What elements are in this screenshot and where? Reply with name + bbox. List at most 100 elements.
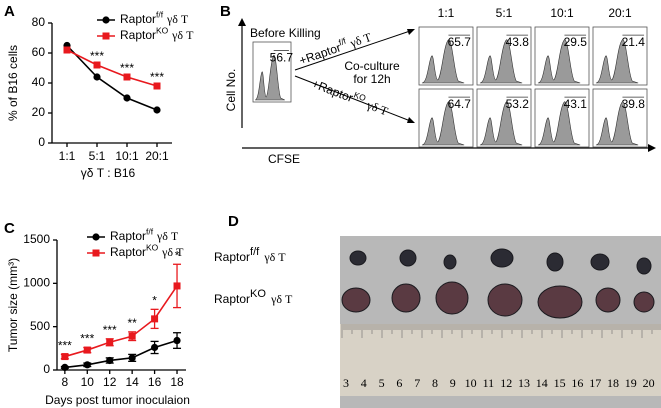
arrow-head bbox=[407, 29, 415, 35]
ruler-number: 7 bbox=[414, 376, 420, 390]
marker bbox=[173, 282, 181, 290]
gate-value: 53.2 bbox=[506, 97, 530, 111]
histogram: 56.7 bbox=[252, 41, 293, 103]
gate-value: 65.7 bbox=[448, 35, 472, 49]
marker bbox=[93, 73, 101, 81]
legend-label-sup: f/f bbox=[146, 227, 154, 237]
legend-label: Raptorf/f γδ T bbox=[110, 227, 179, 243]
histogram-shape bbox=[537, 39, 581, 84]
legend-label-sup: KO bbox=[156, 26, 169, 36]
legend-label-suffix: γδ T bbox=[171, 28, 194, 42]
series-line bbox=[64, 339, 178, 369]
legend-label-main: Raptor bbox=[120, 28, 156, 42]
significance: ** bbox=[127, 316, 137, 330]
ruler-number: 15 bbox=[554, 376, 566, 390]
marker bbox=[128, 354, 136, 362]
tumor bbox=[537, 285, 583, 319]
series-line bbox=[64, 285, 178, 358]
tumor bbox=[443, 254, 457, 270]
group-label-sup: f/f bbox=[250, 246, 260, 258]
ruler-number: 19 bbox=[625, 376, 637, 390]
panel-label: C bbox=[4, 220, 15, 237]
y-tick-label: 500 bbox=[30, 319, 50, 333]
histogram-shape bbox=[479, 39, 523, 84]
gate-value: 29.5 bbox=[564, 35, 588, 49]
histogram-shape bbox=[595, 39, 639, 84]
ruler-number: 5 bbox=[379, 376, 385, 390]
marker bbox=[61, 353, 69, 361]
x-tick-label: 12 bbox=[103, 375, 117, 389]
x-axis-label: CFSE bbox=[268, 152, 300, 166]
ruler-number: 8 bbox=[432, 376, 438, 390]
tumor bbox=[341, 287, 371, 313]
legend-label: RaptorKO γδ T bbox=[110, 243, 184, 259]
histogram: 21.4 bbox=[592, 26, 648, 86]
histogram: 64.7 bbox=[418, 88, 474, 148]
y-tick-label: 1500 bbox=[23, 232, 50, 246]
marker bbox=[61, 363, 69, 371]
y-tick-label: 0 bbox=[38, 135, 45, 149]
y-tick-label: 60 bbox=[32, 45, 46, 59]
ruler-number: 18 bbox=[607, 376, 619, 390]
x-tick-label: 5:1 bbox=[89, 149, 106, 163]
marker bbox=[153, 106, 161, 114]
histogram-shape bbox=[254, 54, 285, 101]
histogram-shape bbox=[595, 101, 639, 146]
group-label-main: Raptor bbox=[214, 292, 250, 306]
legend-marker bbox=[92, 233, 100, 241]
ruler-number: 12 bbox=[500, 376, 512, 390]
histogram-shape bbox=[421, 101, 465, 146]
y-axis-label: Cell No. bbox=[224, 69, 238, 112]
significance: *** bbox=[90, 49, 104, 63]
histogram-shape bbox=[421, 39, 465, 84]
x-axis-label: γδ T : B16 bbox=[81, 166, 136, 180]
group-label-main: Raptor bbox=[214, 250, 250, 264]
ruler-number: 3 bbox=[343, 376, 349, 390]
marker bbox=[83, 361, 91, 369]
tumor bbox=[636, 257, 652, 275]
series-line bbox=[66, 44, 158, 111]
arm-label-main: +Raptor bbox=[310, 77, 355, 105]
group-label-suffix: γδ T bbox=[263, 250, 286, 264]
legend-label-main: Raptor bbox=[120, 12, 156, 26]
gate-value: 43.8 bbox=[506, 35, 530, 49]
x-tick-label: 1:1 bbox=[59, 149, 76, 163]
tumor bbox=[595, 287, 621, 313]
histogram-shape bbox=[479, 101, 523, 146]
histogram: 29.5 bbox=[534, 26, 590, 86]
ruler-number: 13 bbox=[518, 376, 530, 390]
group-label: Raptorf/f γδ T bbox=[214, 246, 286, 264]
legend-label-main: Raptor bbox=[110, 229, 146, 243]
x-axis-label: Days post tumor inoculaion bbox=[45, 393, 190, 407]
significance: * bbox=[175, 248, 180, 262]
marker bbox=[173, 336, 181, 345]
ruler-number: 11 bbox=[483, 376, 495, 390]
marker bbox=[106, 356, 114, 365]
significance: *** bbox=[103, 323, 117, 337]
x-tick-label: 8 bbox=[62, 375, 69, 389]
y-tick-label: 40 bbox=[32, 75, 46, 89]
ruler-number: 14 bbox=[536, 376, 548, 390]
histogram: 39.8 bbox=[592, 88, 648, 148]
gate-value: 21.4 bbox=[622, 35, 646, 49]
marker bbox=[63, 46, 71, 54]
legend-label-suffix: γδ T bbox=[156, 229, 179, 243]
arrow-head bbox=[648, 144, 656, 152]
x-tick-label: 18 bbox=[170, 375, 184, 389]
arrow-head bbox=[407, 117, 415, 123]
before-title: Before Killing bbox=[250, 26, 321, 40]
y-tick-label: 20 bbox=[32, 105, 46, 119]
legend-label-suffix: γδ T bbox=[161, 245, 184, 259]
arm-label-suffix: γδ T bbox=[347, 29, 373, 50]
histogram: 43.1 bbox=[534, 88, 590, 148]
ruler-number: 6 bbox=[396, 376, 402, 390]
histogram: 43.8 bbox=[476, 26, 532, 86]
arm-label-main: +Raptor bbox=[297, 41, 342, 68]
group-label-suffix: γδ T bbox=[270, 292, 293, 306]
y-tick-label: 1000 bbox=[23, 276, 50, 290]
marker bbox=[128, 332, 136, 340]
series-line bbox=[66, 49, 158, 87]
ratio-label: 20:1 bbox=[608, 6, 632, 20]
ruler bbox=[340, 324, 661, 396]
tumor bbox=[546, 252, 564, 272]
